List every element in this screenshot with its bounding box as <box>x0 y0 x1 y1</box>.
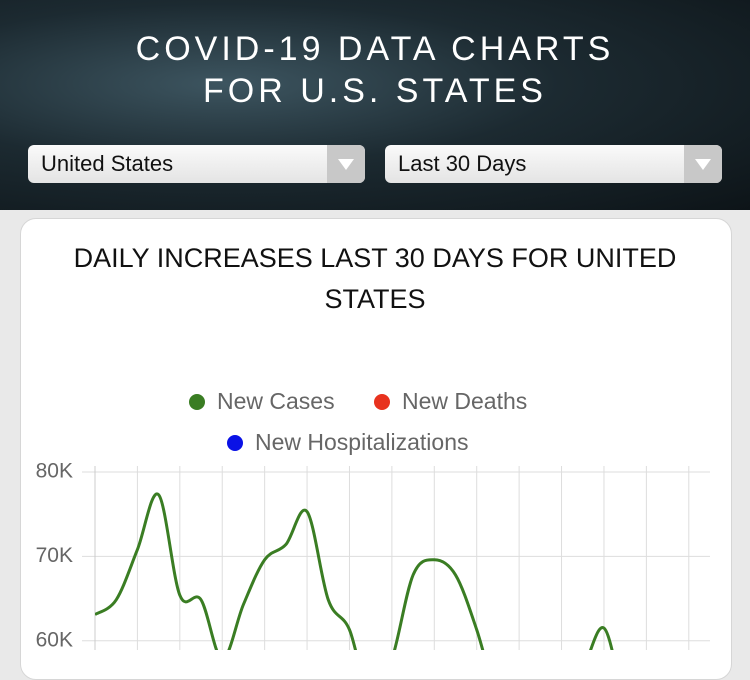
legend-marker <box>189 394 205 410</box>
y-tick-label: 60K <box>36 628 73 650</box>
legend-label: New Cases <box>217 388 335 414</box>
series-line <box>95 492 614 650</box>
y-tick-label: 80K <box>36 460 73 483</box>
legend-marker <box>374 394 390 410</box>
legend-label: New Hospitalizations <box>255 429 468 455</box>
header-title: FOR U.S. STATES <box>203 72 547 110</box>
range-value: Last 30 Days <box>398 151 527 176</box>
legend-label: New Deaths <box>402 388 527 414</box>
state-select[interactable]: United States <box>28 145 365 183</box>
legend-marker <box>227 435 243 451</box>
dropdown-arrow <box>684 145 722 183</box>
chart-title: DAILY INCREASES LAST 30 DAYS FOR UNITED … <box>73 243 677 314</box>
header: COVID-19 DATA CHARTS FOR U.S. STATES Uni… <box>0 0 750 210</box>
range-select[interactable]: Last 30 Days <box>385 145 722 183</box>
dropdown-arrow <box>327 145 365 183</box>
header-title: COVID-19 DATA CHARTS <box>135 30 615 68</box>
state-value: United States <box>41 151 174 176</box>
chart: New Cases New Deaths New Hospitalizations 6… <box>36 388 710 650</box>
y-tick-label: 70K <box>36 544 73 567</box>
chart-card <box>20 218 732 680</box>
